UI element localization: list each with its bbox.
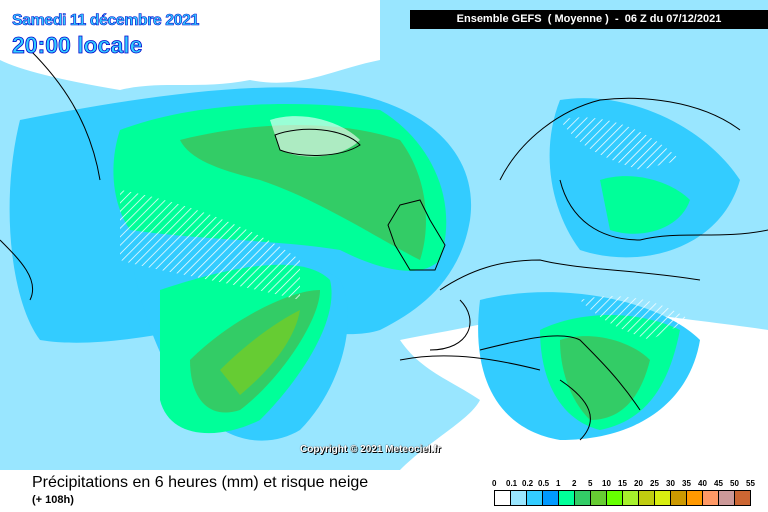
legend-swatch <box>495 491 511 505</box>
legend-labels: 0 0.1 0.2 0.5 1 2 5 10 15 20 25 30 35 40 45 50 55 <box>488 479 758 489</box>
lead-time: (+ 108h) <box>32 494 74 506</box>
legend-label: 25 <box>650 479 659 488</box>
run-header: Ensemble GEFS ( Moyenne ) - 06 Z du 07/1… <box>410 10 768 29</box>
legend-label: 2 <box>572 479 577 488</box>
legend-swatch <box>655 491 671 505</box>
legend-swatch <box>623 491 639 505</box>
legend-label: 0.5 <box>538 479 550 488</box>
legend-label: 1 <box>556 479 561 488</box>
map-caption: Précipitations en 6 heures (mm) et risqu… <box>32 474 369 491</box>
legend-label: 15 <box>618 479 627 488</box>
legend-label: 10 <box>602 479 611 488</box>
legend-label: 20 <box>634 479 643 488</box>
legend-swatch <box>687 491 703 505</box>
legend-swatch <box>559 491 575 505</box>
color-legend <box>494 490 751 506</box>
legend-swatch <box>671 491 687 505</box>
legend-label: 40 <box>698 479 707 488</box>
legend-swatch <box>575 491 591 505</box>
legend-swatch <box>639 491 655 505</box>
map-date: Samedi 11 décembre 2021 <box>12 12 200 30</box>
legend-swatch <box>511 491 527 505</box>
legend-label: 35 <box>682 479 691 488</box>
legend-swatch <box>527 491 543 505</box>
legend-swatch <box>703 491 719 505</box>
legend-label: 0 <box>492 479 497 488</box>
legend-swatch <box>735 491 750 505</box>
legend-label: 0.1 <box>506 479 518 488</box>
copyright: Copyright © 2021 Meteociel.fr <box>300 444 441 455</box>
legend-label: 55 <box>746 479 755 488</box>
legend-label: 5 <box>588 479 593 488</box>
legend-swatch <box>607 491 623 505</box>
legend-swatch <box>591 491 607 505</box>
legend-swatch <box>543 491 559 505</box>
legend-label: 0.2 <box>522 479 534 488</box>
legend-label: 50 <box>730 479 739 488</box>
legend-label: 45 <box>714 479 723 488</box>
map-time: 20:00 locale <box>12 32 143 59</box>
legend-label: 30 <box>666 479 675 488</box>
legend-swatch <box>719 491 735 505</box>
precipitation-map <box>0 0 768 470</box>
